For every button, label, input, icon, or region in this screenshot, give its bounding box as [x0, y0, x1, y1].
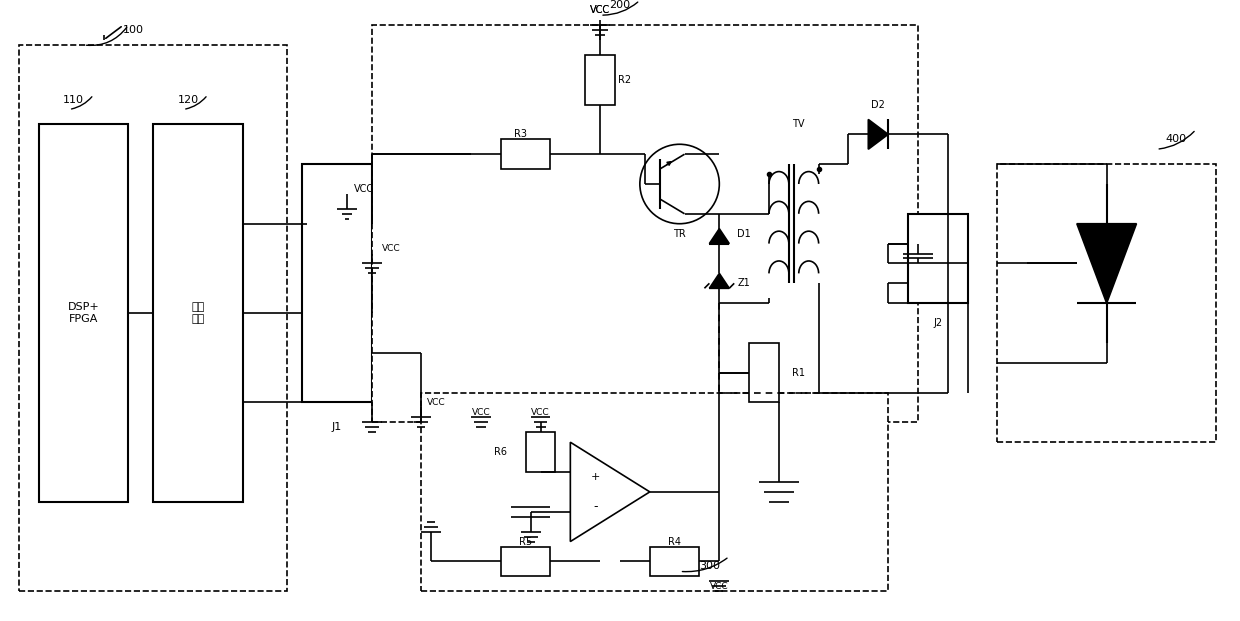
Text: -: - [593, 501, 598, 514]
Text: 驱动
电路: 驱动 电路 [191, 302, 205, 324]
Text: 300: 300 [699, 561, 720, 571]
Text: D1: D1 [738, 229, 751, 238]
Bar [501, 546, 551, 576]
Text: VCC: VCC [711, 582, 729, 591]
Text: VCC: VCC [471, 408, 490, 417]
Text: J2: J2 [934, 318, 942, 328]
Bar [303, 164, 372, 402]
Bar [38, 124, 129, 502]
Bar [154, 124, 243, 502]
Polygon shape [868, 119, 888, 149]
Text: VCC: VCC [590, 5, 610, 15]
Text: R4: R4 [668, 537, 681, 546]
Text: R3: R3 [515, 129, 527, 139]
Bar [19, 45, 288, 591]
Text: R2: R2 [619, 75, 631, 84]
Text: 400: 400 [1166, 134, 1187, 144]
Bar [650, 546, 699, 576]
Bar [908, 214, 967, 303]
Bar [585, 55, 615, 104]
Text: 120: 120 [177, 94, 198, 104]
Text: 100: 100 [123, 25, 144, 35]
Circle shape [640, 144, 719, 224]
Bar [749, 343, 779, 402]
Text: 110: 110 [63, 94, 84, 104]
Text: R5: R5 [520, 537, 532, 546]
Text: D2: D2 [872, 99, 885, 109]
Text: VCC: VCC [382, 244, 401, 253]
Text: 200: 200 [609, 0, 631, 10]
Polygon shape [1076, 224, 1136, 303]
Text: R6: R6 [495, 447, 507, 457]
Text: J1: J1 [332, 422, 342, 432]
Bar [997, 164, 1216, 442]
Polygon shape [570, 442, 650, 542]
Bar [501, 139, 551, 169]
Text: VCC: VCC [590, 5, 610, 15]
Text: TR: TR [673, 229, 686, 238]
Polygon shape [709, 229, 729, 243]
Bar [372, 25, 918, 422]
Polygon shape [709, 273, 729, 288]
Text: +: + [590, 472, 600, 482]
Text: VCC: VCC [427, 398, 445, 407]
Bar [526, 432, 556, 472]
Bar [422, 392, 888, 591]
Text: DSP+
FPGA: DSP+ FPGA [68, 302, 99, 324]
Text: R1: R1 [792, 368, 805, 378]
Text: VCC: VCC [353, 184, 374, 194]
Text: VCC: VCC [531, 408, 549, 417]
Text: Z1: Z1 [738, 278, 750, 288]
Text: TV: TV [792, 119, 805, 129]
